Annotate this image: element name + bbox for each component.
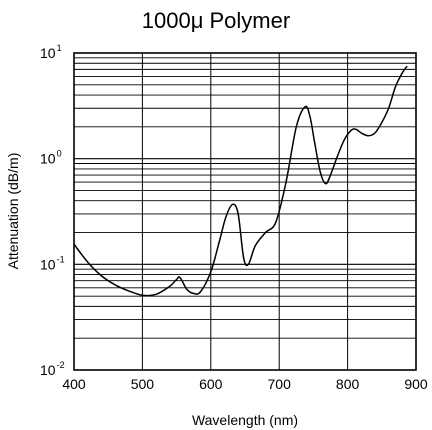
- x-tick-label: 600: [199, 376, 223, 392]
- plot-frame: [73, 52, 417, 371]
- y-tick-label: 100: [40, 149, 62, 167]
- y-tick-label: 101: [40, 43, 62, 61]
- grid: [74, 53, 416, 370]
- attenuation-series-line: [73, 65, 408, 297]
- x-tick-label: 500: [131, 376, 155, 392]
- x-tick-labels: 400 500 600 700 800 900: [62, 376, 428, 392]
- x-axis-label: Wavelength (nm): [192, 412, 298, 428]
- x-tick-label: 700: [268, 376, 292, 392]
- y-tick-labels: 10-2 10-1 100 101: [40, 43, 65, 378]
- x-tick-label: 900: [404, 376, 428, 392]
- y-tick-label: 10-1: [40, 254, 65, 272]
- chart-title: 1000μ Polymer: [142, 8, 290, 33]
- y-tick-label: 10-2: [40, 360, 65, 378]
- y-axis-label: Attenuation (dB/m): [5, 153, 21, 270]
- x-tick-label: 800: [336, 376, 360, 392]
- x-tick-label: 400: [62, 376, 86, 392]
